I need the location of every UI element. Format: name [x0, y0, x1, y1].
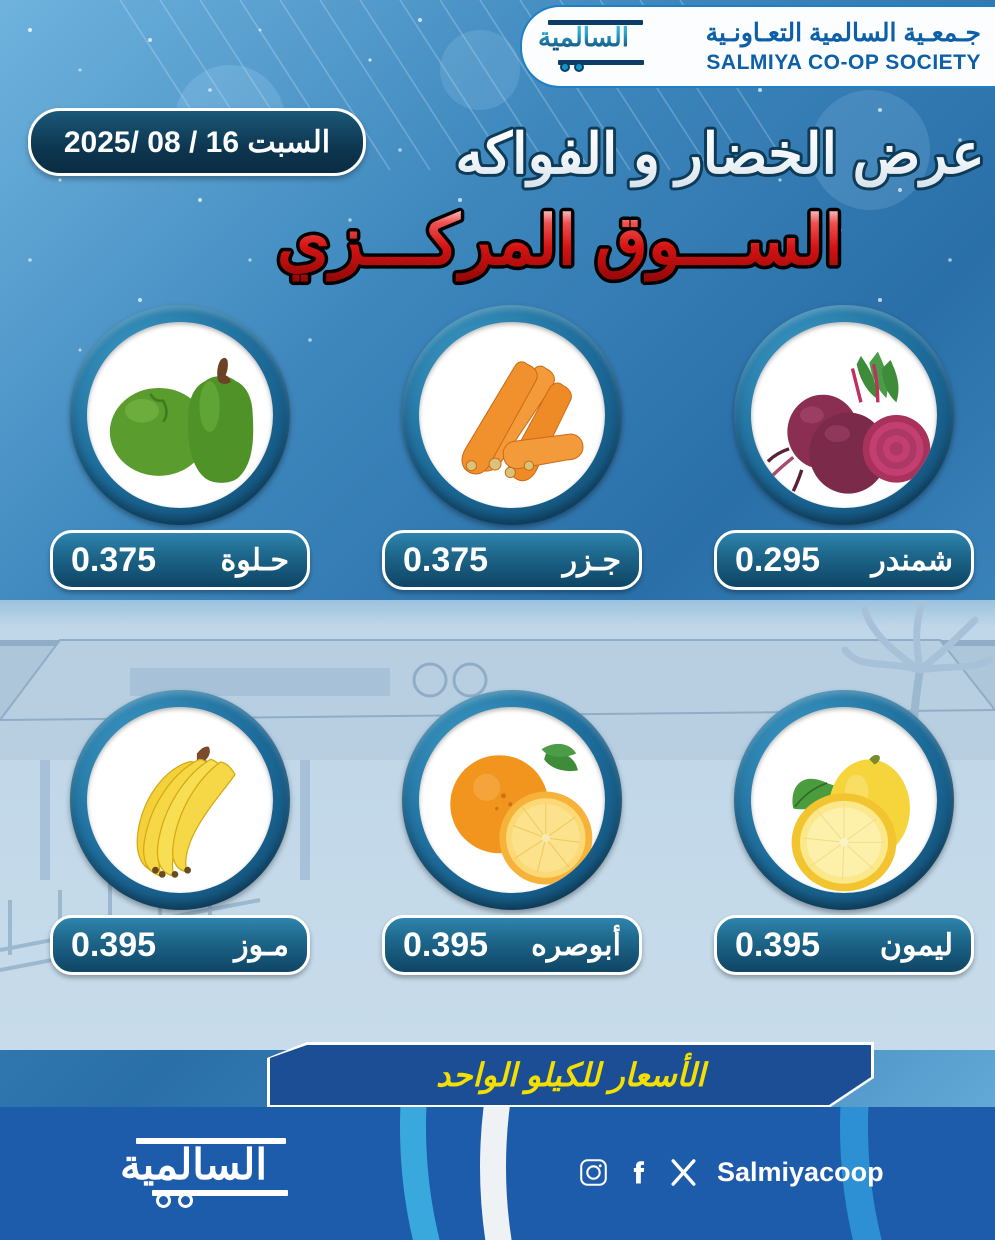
svg-text:عرض الخضار و الفواكه: عرض الخضار و الفواكه	[455, 122, 984, 188]
svg-text:الســـوق المركـــزي: الســـوق المركـــزي	[277, 203, 843, 283]
